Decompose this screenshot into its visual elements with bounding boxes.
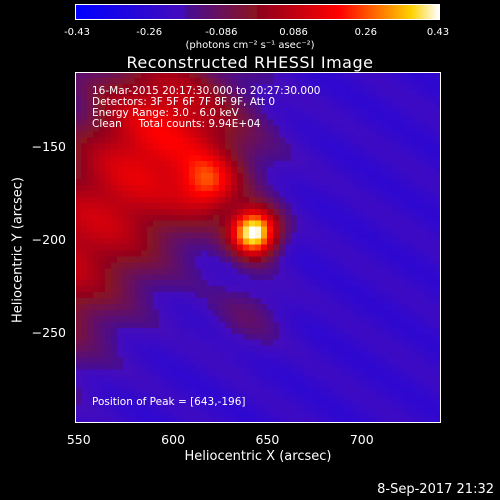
y-axis-label: Heliocentric Y (arcsec) <box>10 177 26 323</box>
y-tick-label: −250 <box>31 325 66 341</box>
x-tick-label: 700 <box>349 432 374 447</box>
y-tick-label: −200 <box>31 232 66 248</box>
info-peak-position: Position of Peak = [643,-196] <box>92 396 246 408</box>
plot-area <box>75 72 441 423</box>
colorbar-tick-label: -0.43 <box>64 27 90 38</box>
x-tick-label: 600 <box>161 432 186 447</box>
colorbar-tick-label: -0.26 <box>136 27 163 38</box>
y-tick-label: −150 <box>31 138 66 154</box>
timestamp: 8-Sep-2017 21:32 <box>377 482 494 497</box>
heatmap-image <box>75 72 441 423</box>
colorbar-tick-label: 0.086 <box>279 27 308 38</box>
colorbar-tick-label: -0.086 <box>205 27 238 38</box>
info-energy-range: Energy Range: 3.0 - 6.0 keV <box>92 107 239 119</box>
info-time-range: 16-Mar-2015 20:17:30.000 to 20:27:30.000 <box>92 85 321 97</box>
colorbar <box>75 4 440 20</box>
colorbar-tick-label: 0.43 <box>426 27 450 38</box>
info-clean-counts: Clean Total counts: 9.94E+04 <box>92 118 261 130</box>
x-tick-label: 550 <box>66 432 91 447</box>
colorbar-tick-label: 0.26 <box>354 27 377 38</box>
chart-title: Reconstructed RHESSI Image <box>126 53 374 72</box>
x-axis-label: Heliocentric X (arcsec) <box>184 449 332 464</box>
colorbar-units: (photons cm⁻² s⁻¹ asec⁻²) <box>185 40 315 51</box>
info-detectors: Detectors: 3F 5F 6F 7F 8F 9F, Att 0 <box>92 96 276 108</box>
x-tick-label: 650 <box>255 432 280 447</box>
